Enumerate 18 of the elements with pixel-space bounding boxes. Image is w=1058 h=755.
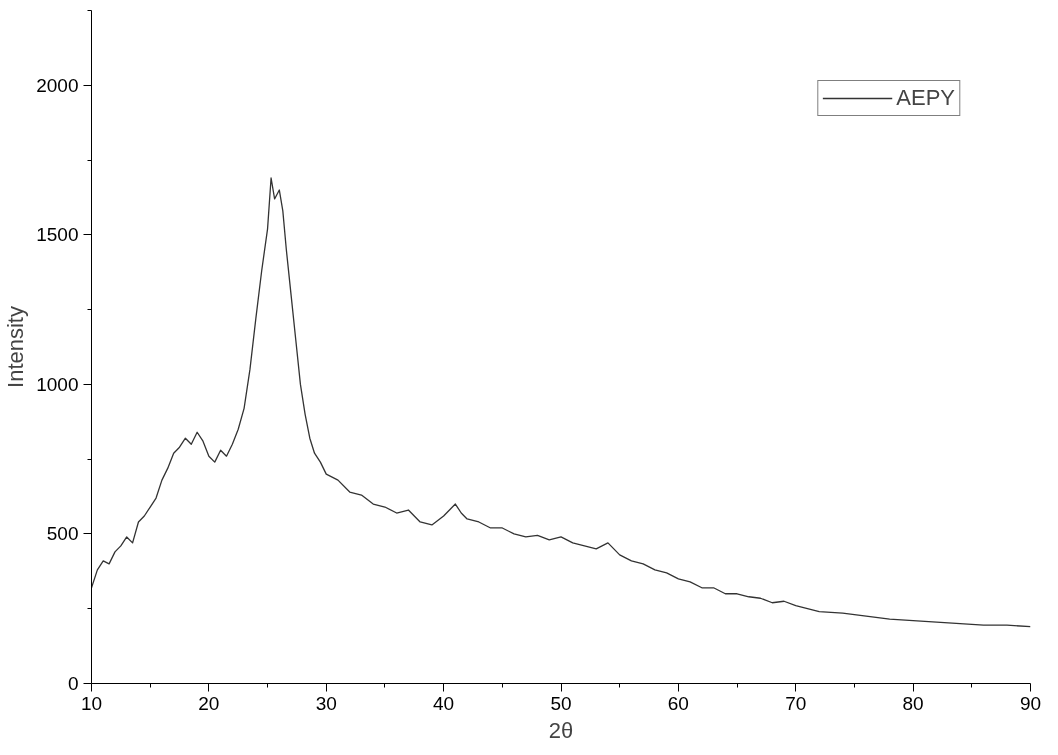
x-tick-label: 30	[315, 692, 337, 714]
y-tick-label: 2000	[36, 74, 79, 96]
y-axis-title: Intensity	[3, 306, 29, 388]
x-tick-label: 60	[667, 692, 689, 714]
x-tick-label: 10	[80, 692, 103, 714]
x-tick-label: 70	[785, 692, 807, 714]
x-tick-label: 90	[1019, 692, 1042, 714]
y-tick-label: 0	[67, 673, 79, 694]
x-axis-title: 2θ	[548, 717, 574, 743]
y-tick-label: 500	[46, 523, 79, 545]
x-tick-label: 40	[433, 692, 455, 714]
y-tick-label: 1500	[36, 224, 79, 246]
x-tick-label: 80	[902, 692, 924, 714]
y-tick-label: 1000	[36, 373, 79, 395]
x-tick-label: 50	[550, 692, 572, 714]
legend-label: AEPY	[896, 85, 955, 111]
x-tick-label: 20	[198, 692, 220, 714]
line-series	[91, 177, 1031, 628]
